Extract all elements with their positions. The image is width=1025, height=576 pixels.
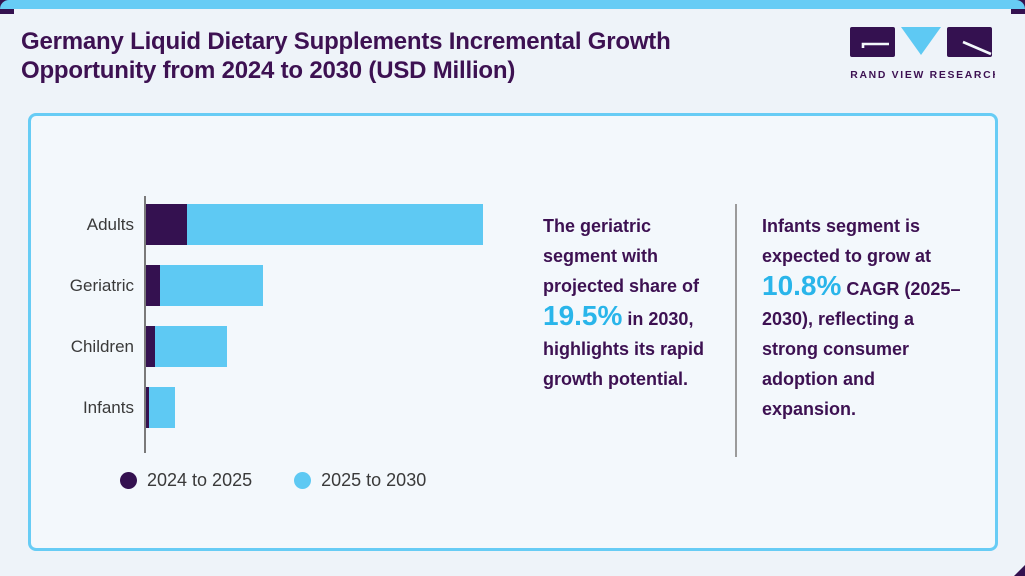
insight-text-infants: Infants segment is expected to grow at 1… [762,211,964,424]
logo-g-cut-icon [861,42,889,48]
bar-segment-2024-to-2025 [146,265,160,306]
logo-r-cut-icon [962,40,992,56]
bar-segment-2025-to-2030 [149,387,175,428]
legend-dot-icon [120,472,137,489]
bar-track [146,326,227,367]
logo-g-block-icon [850,27,895,57]
top-accent-bar [0,0,1025,9]
bar-row: Infants [31,387,483,428]
legend-item: 2024 to 2025 [120,470,252,491]
insight-segment: Infants segment is expected to grow at [762,216,932,266]
stat-value: 19.5% [543,300,623,331]
insight-divider [735,204,737,457]
legend-label: 2025 to 2030 [321,470,427,490]
bar-row: Adults [31,204,483,245]
legend-item: 2025 to 2030 [294,470,426,491]
bar-segment-2024-to-2025 [146,387,149,428]
insight-text-geriatric: The geriatric segment with projected sha… [543,211,723,394]
category-label: Adults [86,215,134,234]
bar-track [146,265,263,306]
bar-chart: Adults Geriatric Children Infants [31,204,483,448]
category-label: Infants [82,398,134,417]
bar-segment-2025-to-2030 [187,204,483,245]
legend-label: 2024 to 2025 [147,470,253,490]
brand-name: GRAND VIEW RESEARCH [850,70,995,81]
bar-segment-2025-to-2030 [160,265,263,306]
bar-track [146,204,483,245]
category-label: Children [70,337,134,356]
bar-row: Geriatric [31,265,483,306]
page-title: Germany Liquid Dietary Supplements Incre… [21,28,671,84]
legend-dot-icon [294,472,312,489]
insight-segment: CAGR (2025–2030), reflecting a strong co… [762,279,961,419]
chart-legend: 2024 to 2025 2025 to 2030 [120,470,426,491]
category-axis-line [144,196,146,453]
insight-segment: in 2030, highlights its rapid growth pot… [543,309,704,389]
brand-logo: GRAND VIEW RESEARCH [840,27,1000,89]
grand-view-research-logo-icon: GRAND VIEW RESEARCH [840,27,1000,81]
bar-segment-2024-to-2025 [146,326,155,367]
chart-card-inner: Adults Geriatric Children Infants 2024 to 2… [31,116,995,548]
stat-value: 10.8% [762,270,842,301]
bar-segment-2024-to-2025 [146,204,187,245]
insight-segment: The geriatric segment with projected sha… [543,216,700,296]
bar-row: Children [31,326,483,367]
bar-track [146,387,175,428]
chart-card: Adults Geriatric Children Infants 2024 to 2… [28,113,998,551]
corner-accent-bottom-right [1014,565,1025,576]
logo-v-triangle-icon [901,27,941,55]
bar-segment-2025-to-2030 [155,326,227,367]
category-label: Geriatric [69,276,134,295]
